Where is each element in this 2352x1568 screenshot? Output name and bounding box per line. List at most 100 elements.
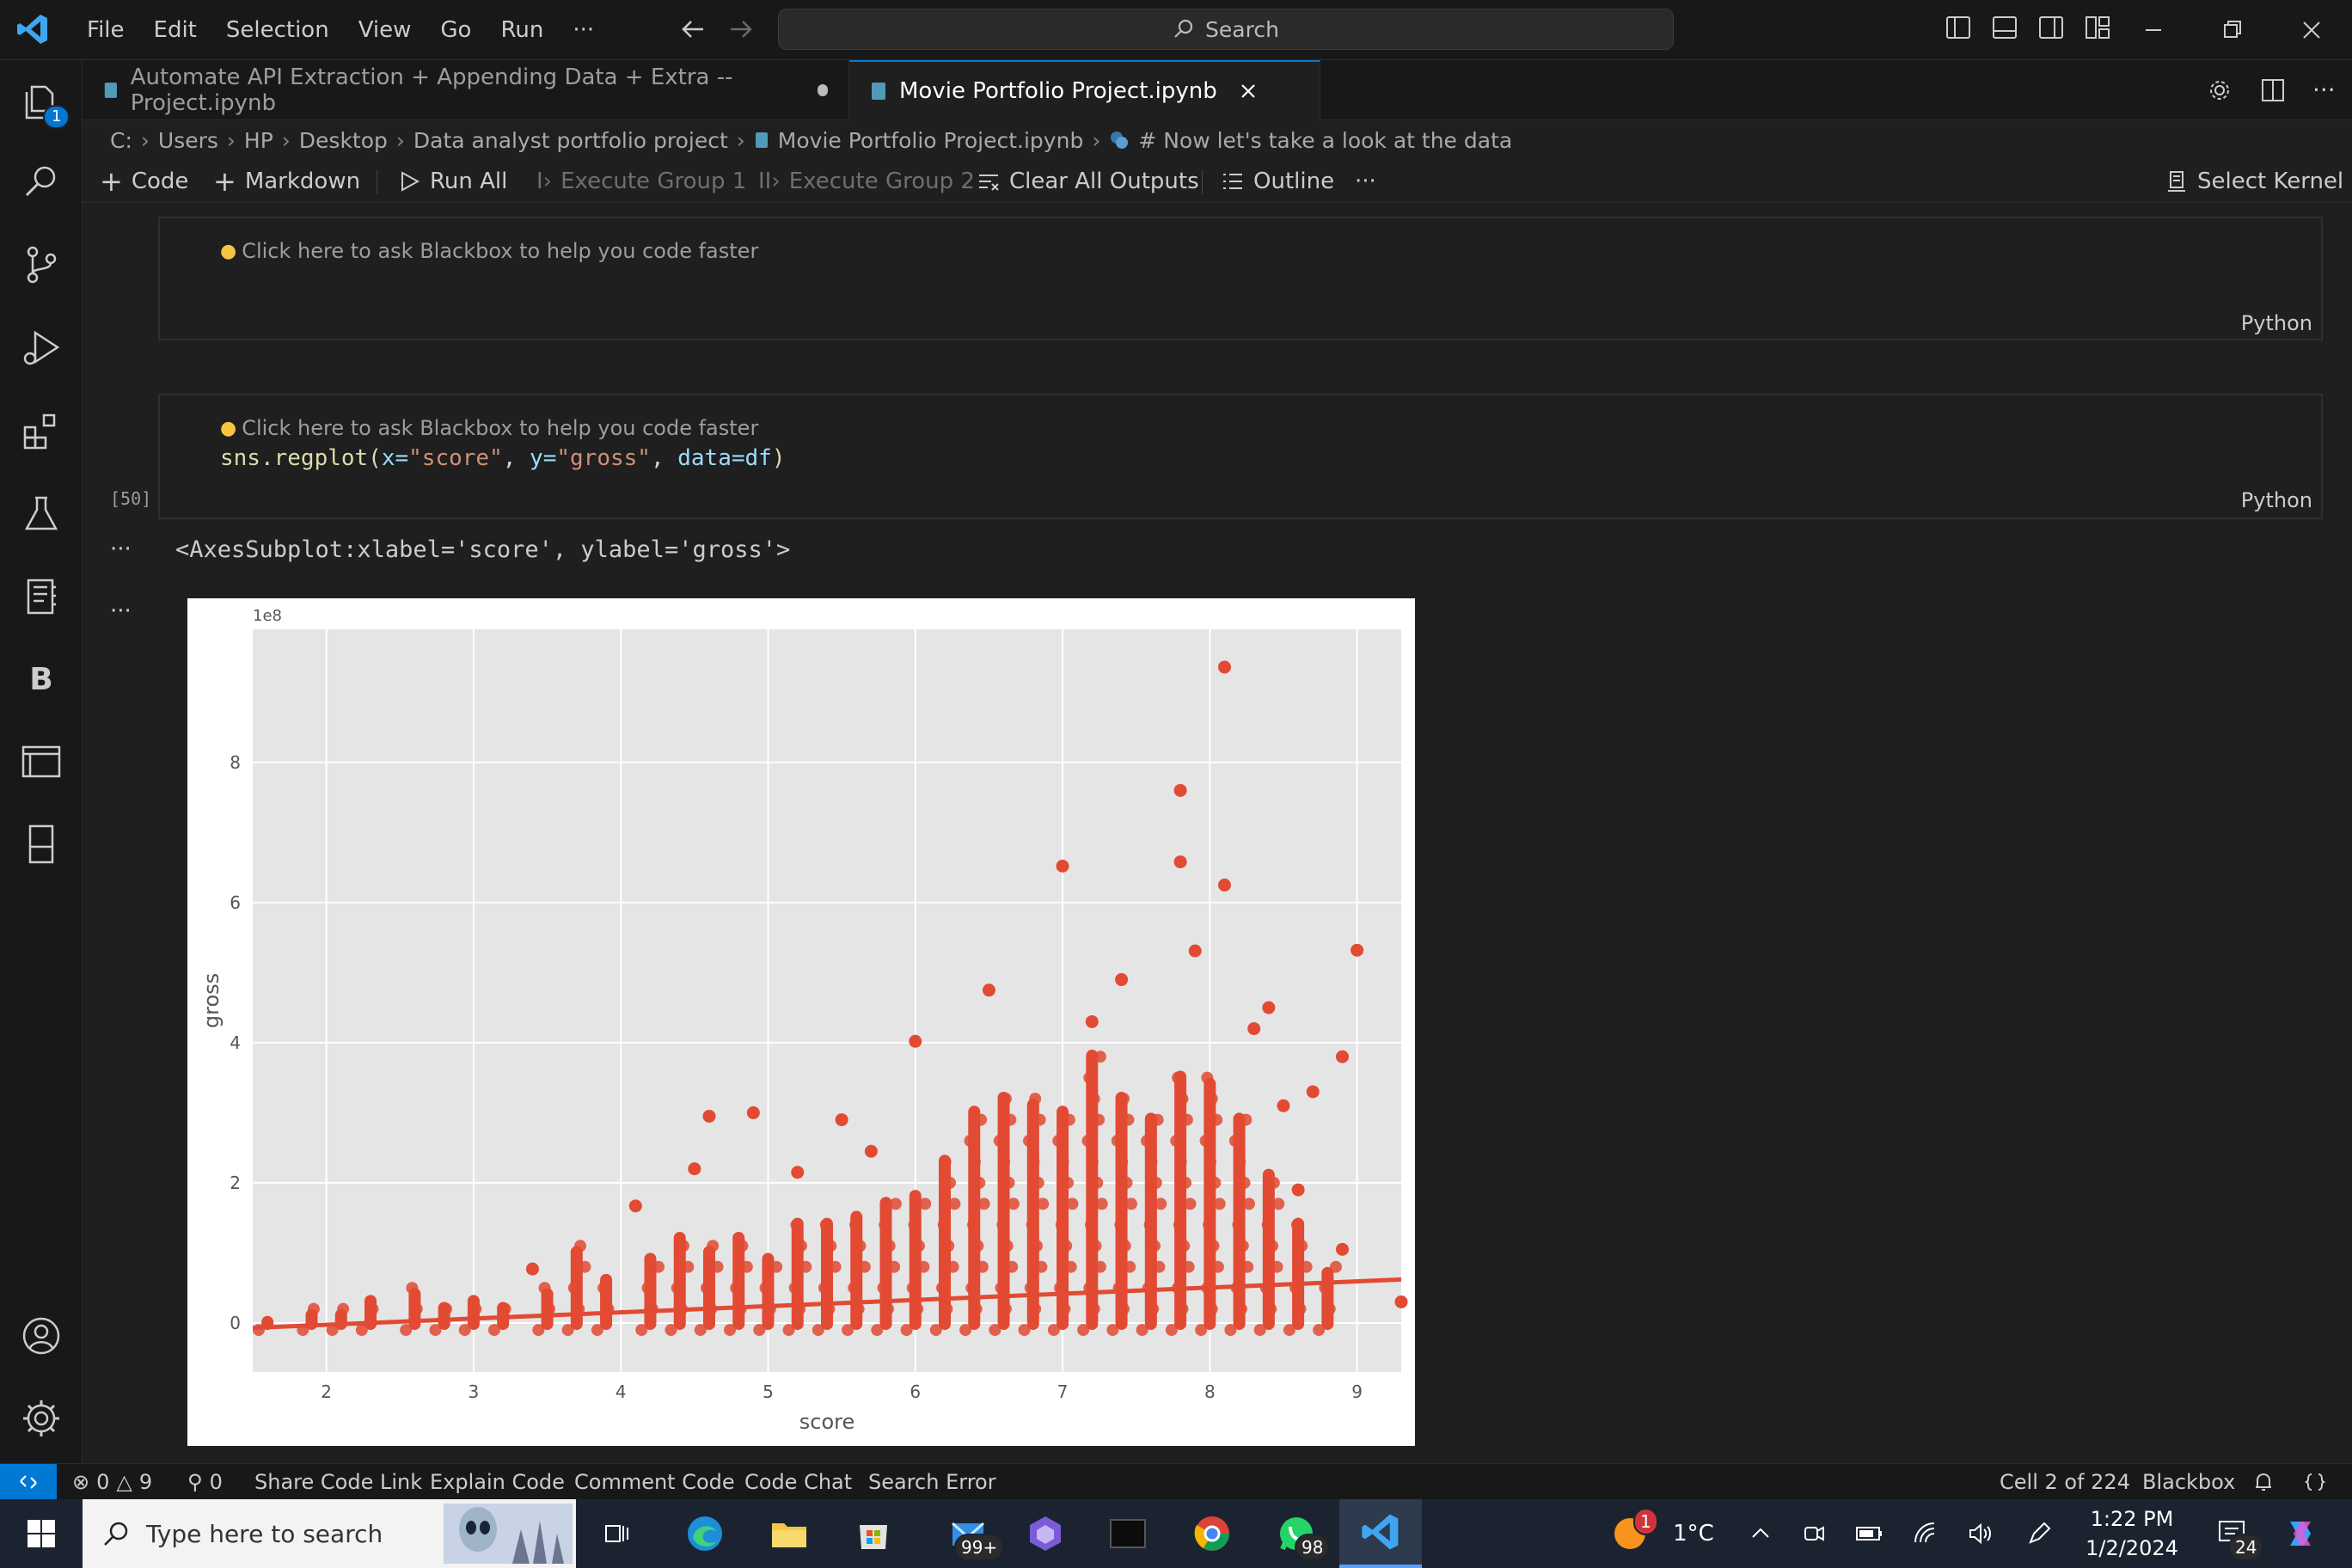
code-line[interactable]: sns.regplot(x="score", y="gross", data=d…: [220, 445, 786, 471]
toggle-panel-icon[interactable]: [1991, 14, 2018, 41]
breadcrumb-item[interactable]: Movie Portfolio Project.ipynb: [777, 127, 1084, 153]
close-window-icon[interactable]: [2299, 17, 2324, 48]
command-center-search[interactable]: Search: [778, 9, 1674, 50]
add-code-cell-button[interactable]: + Code: [100, 160, 188, 203]
weather-temp[interactable]: 1°C: [1673, 1521, 1714, 1547]
search-icon[interactable]: [0, 148, 83, 217]
execute-group-1-button[interactable]: I› Execute Group 1: [536, 160, 746, 203]
explain-code[interactable]: Explain Code: [430, 1470, 565, 1494]
source-control-icon[interactable]: [0, 230, 83, 299]
problems-indicator[interactable]: ⊗ 0 △ 9: [72, 1464, 152, 1500]
battery-icon[interactable]: [1850, 1499, 1888, 1568]
weather-icon[interactable]: 1: [1604, 1499, 1658, 1568]
forward-arrow-icon[interactable]: [727, 15, 755, 48]
breadcrumb-item[interactable]: # Now let's take a look at the data: [1138, 127, 1513, 153]
menu-go[interactable]: Go: [440, 17, 472, 43]
customize-layout-icon[interactable]: [2084, 14, 2111, 41]
data-point: [973, 1176, 986, 1189]
add-markdown-cell-button[interactable]: + Markdown: [213, 160, 360, 203]
code-chat[interactable]: Code Chat: [744, 1470, 853, 1494]
output-more-button[interactable]: ···: [110, 598, 132, 624]
copilot-status-icon[interactable]: [2304, 1464, 2326, 1500]
close-tab-icon[interactable]: [1238, 81, 1259, 101]
code-cell-empty[interactable]: ● Click here to ask Blackbox to help you…: [158, 217, 2323, 340]
breadcrumb-item[interactable]: Data analyst portfolio project: [413, 127, 728, 153]
outline-icon[interactable]: [0, 810, 83, 879]
account-icon[interactable]: [0, 1302, 83, 1370]
blackbox-hint[interactable]: ● Click here to ask Blackbox to help you…: [220, 416, 758, 440]
run-all-button[interactable]: Run All: [397, 160, 507, 203]
menu-file[interactable]: File: [87, 17, 125, 43]
data-point: [1265, 1302, 1277, 1315]
back-arrow-icon[interactable]: [679, 15, 707, 48]
select-kernel-button[interactable]: Select Kernel: [2165, 160, 2343, 203]
clock[interactable]: 1:22 PM 1/2/2024: [2080, 1499, 2184, 1568]
breadcrumb-item[interactable]: Desktop: [298, 127, 388, 153]
minimize-icon[interactable]: [2141, 17, 2166, 48]
settings-gear-icon[interactable]: [0, 1384, 83, 1453]
clear-all-outputs-button[interactable]: Clear All Outputs: [977, 160, 1199, 203]
edge-browser-icon[interactable]: [672, 1499, 738, 1568]
breadcrumb-item[interactable]: Users: [157, 127, 218, 153]
mail-badge: 99+: [954, 1534, 1005, 1561]
wifi-icon[interactable]: [1907, 1499, 1945, 1568]
cell-position[interactable]: Cell 2 of 224: [2000, 1470, 2130, 1494]
mail-icon[interactable]: 99+: [935, 1499, 1005, 1568]
remote-explorer-icon[interactable]: [0, 727, 83, 796]
comment-code[interactable]: Comment Code: [574, 1470, 735, 1494]
breadcrumb-item[interactable]: HP: [243, 127, 273, 153]
run-debug-icon[interactable]: [0, 313, 83, 382]
outline-button[interactable]: Outline: [1221, 160, 1334, 203]
tab-movie-portfolio[interactable]: Movie Portfolio Project.ipynb: [849, 60, 1320, 120]
code-cell-regplot[interactable]: ● Click here to ask Blackbox to help you…: [158, 394, 2323, 519]
notification-center-icon[interactable]: 24: [2208, 1499, 2264, 1568]
modified-dot-icon[interactable]: [817, 84, 828, 96]
tab-automate-api[interactable]: Automate API Extraction + Appending Data…: [83, 60, 849, 120]
whatsapp-icon[interactable]: 98: [1264, 1499, 1331, 1568]
gear-icon[interactable]: [2206, 77, 2233, 104]
toggle-secondary-sidebar-icon[interactable]: [2037, 14, 2065, 41]
toolbar-more-button[interactable]: ···: [1355, 160, 1376, 203]
blackbox-icon[interactable]: B: [29, 661, 53, 697]
toggle-primary-sidebar-icon[interactable]: [1945, 14, 1972, 41]
remote-indicator-icon[interactable]: [0, 1464, 57, 1500]
file-explorer-icon[interactable]: [756, 1499, 822, 1568]
terminal-icon[interactable]: [1095, 1499, 1161, 1568]
search-error[interactable]: Search Error: [868, 1470, 996, 1494]
menu-edit[interactable]: Edit: [153, 17, 197, 43]
task-view-icon[interactable]: [590, 1499, 645, 1568]
taskbar-search-box[interactable]: Type here to search: [83, 1499, 576, 1568]
cell-language[interactable]: Python: [2240, 488, 2312, 512]
windows-start-icon[interactable]: [0, 1499, 83, 1568]
ports-indicator[interactable]: ⚲ 0: [187, 1464, 223, 1500]
split-editor-icon[interactable]: [2259, 77, 2287, 104]
microsoft-store-icon[interactable]: [841, 1499, 906, 1568]
more-actions-icon[interactable]: ···: [2312, 76, 2336, 104]
breadcrumb-item[interactable]: C:: [110, 127, 132, 153]
explorer-icon[interactable]: 1: [0, 67, 83, 136]
blackbox-hint[interactable]: ● Click here to ask Blackbox to help you…: [220, 239, 758, 263]
copilot-app-icon[interactable]: [1013, 1499, 1078, 1568]
x-tick-label: 9: [1351, 1381, 1363, 1402]
testing-icon[interactable]: [0, 480, 83, 548]
volume-icon[interactable]: [1962, 1499, 2000, 1568]
chevron-up-icon[interactable]: [1742, 1499, 1779, 1568]
vscode-taskbar-icon[interactable]: [1339, 1499, 1422, 1568]
notebook-icon[interactable]: [0, 562, 83, 631]
meet-now-icon[interactable]: [1795, 1499, 1833, 1568]
pen-icon[interactable]: [2020, 1499, 2058, 1568]
menu-view[interactable]: View: [358, 17, 412, 43]
restore-icon[interactable]: [2220, 17, 2245, 48]
menu-run[interactable]: Run: [500, 17, 544, 43]
output-more-button[interactable]: ···: [110, 536, 132, 562]
share-code-link[interactable]: Share Code Link: [254, 1470, 423, 1494]
notifications-bell-icon[interactable]: [2252, 1464, 2275, 1500]
menu-more[interactable]: ···: [573, 17, 595, 43]
extensions-icon[interactable]: [0, 397, 83, 466]
menu-selection[interactable]: Selection: [225, 17, 329, 43]
cell-language[interactable]: Python: [2240, 311, 2312, 335]
copilot-taskbar-icon[interactable]: [2275, 1499, 2326, 1568]
execute-group-2-button[interactable]: II› Execute Group 2: [758, 160, 975, 203]
blackbox-status[interactable]: Blackbox: [2142, 1470, 2236, 1494]
chrome-icon[interactable]: [1179, 1499, 1245, 1568]
